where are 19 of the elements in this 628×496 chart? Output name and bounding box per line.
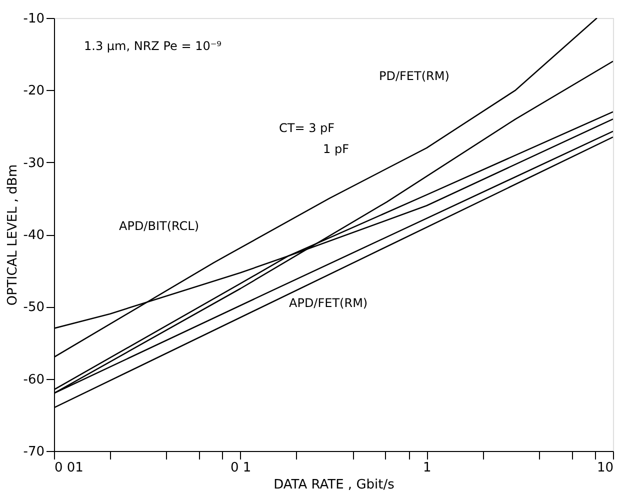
y-tick-label: -20 — [23, 84, 44, 99]
annotation: 1.3 μm, NRZ Pe = 10⁻⁹ — [84, 39, 222, 53]
y-tick-label: -70 — [23, 444, 44, 460]
annotation: APD/FET(RM) — [289, 296, 368, 310]
y-tick-label: -40 — [23, 228, 44, 243]
y-tick-label: -60 — [23, 372, 44, 388]
y-axis-title: OPTICAL LEVEL , dBm — [5, 164, 20, 306]
y-tick-label: -30 — [23, 156, 44, 171]
x-tick-label: 0 1 — [230, 460, 252, 476]
annotation: 1 pF — [323, 142, 350, 156]
x-axis-title: DATA RATE , Gbit/s — [274, 478, 395, 492]
annotation: CT= 3 pF — [279, 121, 335, 135]
annotation: APD/BIT(RCL) — [119, 219, 199, 233]
annotation: PD/FET(RM) — [379, 69, 450, 83]
y-tick-label: -10 — [23, 12, 44, 26]
x-tick-label: 10 — [596, 460, 614, 476]
y-tick-label: -50 — [23, 300, 44, 316]
x-tick-label: 1 — [423, 460, 432, 476]
x-tick-label: 0 01 — [54, 460, 84, 476]
